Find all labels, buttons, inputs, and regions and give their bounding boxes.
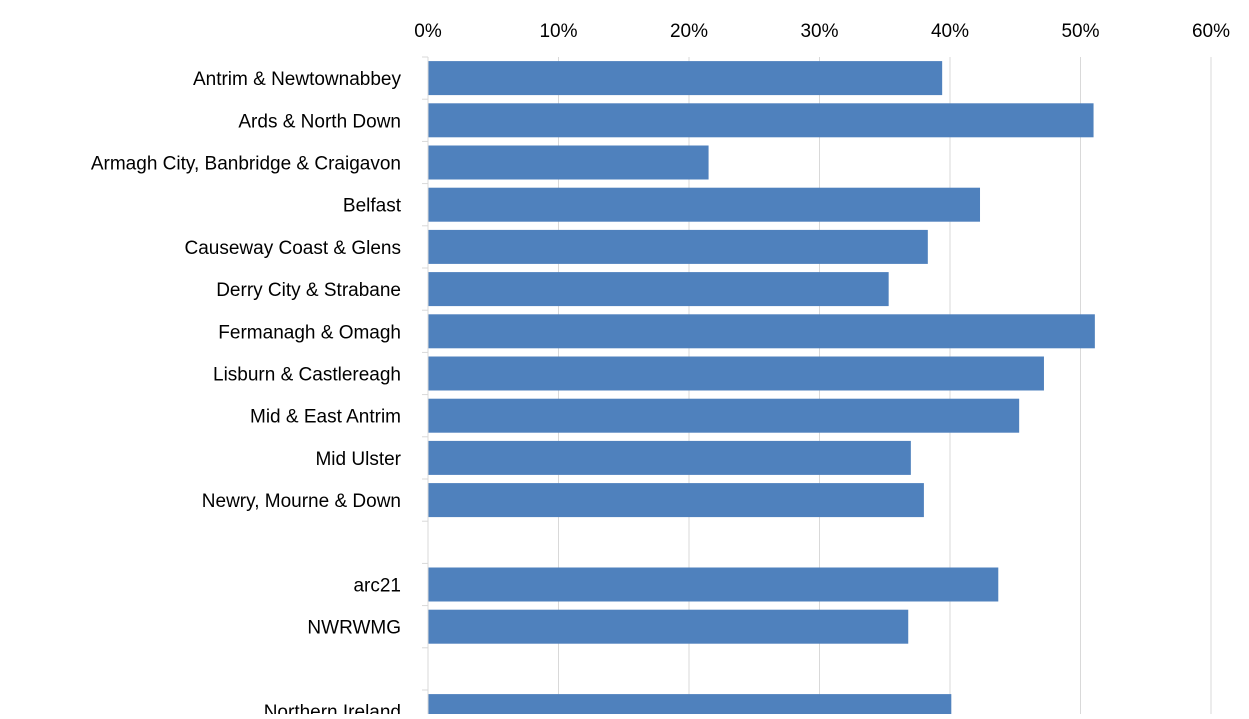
- x-tick-label: 30%: [800, 21, 838, 42]
- bar: [428, 398, 1020, 433]
- x-tick-label: 10%: [539, 21, 577, 42]
- category-label: arc21: [353, 576, 401, 597]
- bar: [428, 483, 924, 518]
- category-label: Mid Ulster: [315, 449, 401, 470]
- bar: [428, 609, 909, 644]
- bar: [428, 567, 999, 602]
- x-tick-label: 50%: [1061, 21, 1099, 42]
- bar: [428, 356, 1044, 391]
- x-tick-label: 40%: [931, 21, 969, 42]
- bar: [428, 272, 889, 307]
- bar: [428, 440, 911, 475]
- bar: [428, 187, 981, 222]
- x-tick-label: 0%: [414, 21, 442, 42]
- bar: [428, 145, 709, 180]
- bar: [428, 103, 1094, 138]
- category-label: Fermanagh & Omagh: [218, 322, 401, 343]
- bar: [428, 229, 928, 264]
- category-label: Newry, Mourne & Down: [202, 491, 401, 512]
- category-label: Ards & North Down: [238, 111, 401, 132]
- category-labels: Antrim & Newtownabbey Ards & North Down Ar…: [91, 69, 402, 719]
- x-axis-tick-labels: 0% 10% 20% 30% 40% 50% 60%: [414, 21, 1230, 42]
- bar: [428, 61, 943, 96]
- bar: [428, 694, 952, 719]
- category-label: Antrim & Newtownabbey: [193, 69, 402, 90]
- category-label: Northern Ireland: [264, 702, 401, 714]
- category-label: Lisburn & Castlereagh: [213, 365, 401, 386]
- category-axis: [422, 56, 429, 719]
- category-label: Belfast: [343, 196, 402, 217]
- category-label: Derry City & Strabane: [216, 280, 401, 301]
- category-label: Causeway Coast & Glens: [185, 238, 402, 259]
- bars: [428, 61, 1095, 719]
- category-label: NWRWMG: [307, 618, 401, 639]
- x-tick-label: 20%: [670, 21, 708, 42]
- bar: [428, 314, 1095, 349]
- category-label: Mid & East Antrim: [250, 407, 401, 428]
- x-tick-label: 60%: [1192, 21, 1230, 42]
- category-label: Armagh City, Banbridge & Craigavon: [91, 154, 401, 175]
